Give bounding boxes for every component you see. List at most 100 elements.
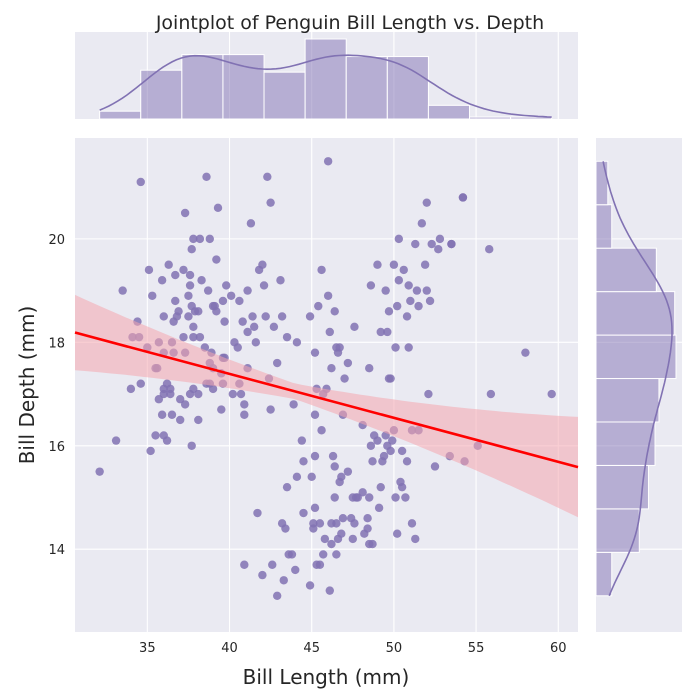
scatter-point [126, 384, 136, 394]
scatter-point [284, 550, 293, 559]
scatter-point [320, 534, 330, 544]
scatter-point [376, 482, 385, 492]
y-tick-label: 18 [48, 336, 65, 351]
scatter-point [458, 193, 468, 202]
scatter-point [217, 405, 226, 414]
y-tick-labels: 14 16 18 20 [48, 233, 65, 558]
marginal-x-kde-curve [99, 54, 552, 118]
scatter-point [312, 560, 321, 569]
scatter-point [118, 286, 127, 295]
scatter-point [343, 358, 353, 368]
scatter-point [291, 565, 300, 575]
y-tick-label: 16 [48, 440, 65, 455]
scatter-point [332, 550, 341, 559]
scatter-point [240, 560, 249, 569]
scatter-point [486, 389, 496, 399]
scatter-point [269, 322, 279, 332]
regression-line [74, 331, 579, 469]
x-tick-label: 35 [139, 641, 156, 656]
scatter-point [386, 446, 395, 456]
scatter-point [136, 379, 145, 388]
y-tick-label: 20 [48, 233, 65, 248]
scatter-point [174, 307, 183, 316]
x-tick-label: 45 [303, 641, 320, 656]
scatter-point [277, 312, 287, 321]
scatter-point [350, 322, 359, 332]
scatter-point [401, 493, 410, 502]
marginal-y-bar [595, 247, 657, 293]
scatter-point [376, 327, 385, 337]
scatter-point [434, 245, 443, 254]
scatter-point [402, 457, 412, 466]
scatter-point [136, 177, 145, 187]
scatter-point [203, 286, 213, 295]
scatter-point [282, 332, 292, 342]
scatter-point [411, 239, 420, 249]
scatter-point [194, 307, 203, 316]
scatter-point [388, 436, 397, 445]
scatter-point [402, 312, 412, 321]
scatter-point [268, 560, 277, 569]
scatter-point [366, 281, 376, 290]
scatter-point [411, 534, 420, 544]
scatter-point [325, 586, 334, 595]
scatter-point [420, 260, 430, 269]
scatter-point [365, 363, 374, 373]
marginal-y-histogram [595, 160, 677, 597]
scatter-point [363, 513, 372, 523]
scatter-point [425, 296, 435, 306]
scatter-point [213, 203, 223, 213]
scatter-point [272, 358, 282, 368]
scatter-point [358, 488, 367, 497]
scatter-point [111, 436, 121, 445]
scatter-point [435, 234, 445, 244]
scatter-point [251, 338, 261, 347]
scatter-point [369, 431, 379, 440]
scatter-point [164, 260, 173, 269]
scatter-point [315, 519, 325, 528]
scatter-point [310, 348, 320, 357]
scatter-point [226, 291, 236, 300]
scatter-point [238, 317, 247, 326]
scatter-point [327, 539, 336, 549]
scatter-point [346, 513, 356, 523]
marginal-x-bar [263, 71, 306, 120]
scatter-point [151, 431, 160, 440]
scatter-point [195, 332, 205, 342]
x-tick-label: 55 [468, 641, 485, 656]
scatter-point [171, 270, 180, 280]
scatter-point [258, 260, 267, 269]
scatter-point [427, 239, 436, 249]
scatter-point [218, 296, 228, 306]
scatter-point [373, 260, 382, 269]
scatter-point [233, 343, 242, 352]
scatter-point [185, 281, 195, 290]
scatter-point [330, 307, 339, 316]
scatter-point [243, 327, 252, 337]
scatter-point [246, 219, 256, 228]
scatter-point [323, 157, 333, 166]
scatter-point [333, 534, 343, 544]
marginal-x-bar [222, 54, 265, 120]
scatter-point [208, 384, 218, 394]
scatter-point [447, 239, 456, 249]
scatter-point [328, 451, 338, 461]
scatter-point [384, 374, 394, 383]
marginal-x-bar [181, 54, 224, 120]
scatter-point [179, 265, 188, 275]
scatter-point [383, 327, 392, 337]
scatter-point [521, 348, 530, 357]
scatter-point [299, 457, 308, 466]
scatter-point [189, 332, 198, 342]
x-axis-label: Bill Length (mm) [243, 665, 410, 689]
marginal-y-bar [595, 291, 676, 336]
scatter-point [363, 524, 372, 533]
marginal-y-bar [595, 334, 677, 380]
scatter-point [335, 477, 344, 487]
scatter-point [305, 312, 315, 321]
marginal-x-bar [427, 104, 471, 120]
scatter-point [365, 493, 374, 502]
scatter-point [276, 276, 285, 285]
scatter-point [162, 436, 172, 445]
scatter-point [404, 343, 413, 352]
